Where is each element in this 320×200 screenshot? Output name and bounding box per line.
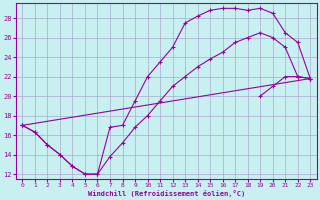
X-axis label: Windchill (Refroidissement éolien,°C): Windchill (Refroidissement éolien,°C): [88, 190, 245, 197]
